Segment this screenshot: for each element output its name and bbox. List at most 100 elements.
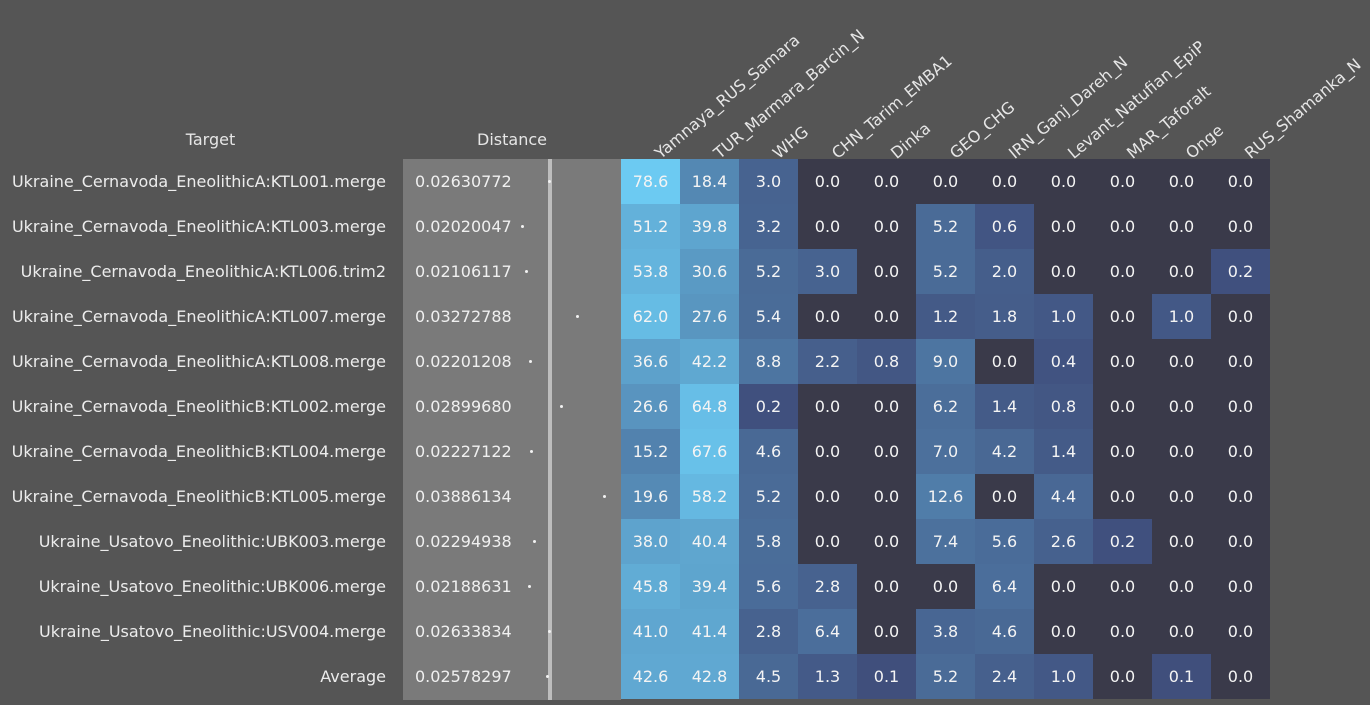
heatmap-cell: 1.0: [1152, 294, 1211, 339]
heatmap-cell: 0.2: [1211, 249, 1270, 294]
heatmap-cell: 9.0: [916, 339, 975, 384]
heatmap-cell: 3.0: [739, 159, 798, 204]
column-header-whg: WHG: [769, 122, 813, 163]
heatmap-cell: 0.0: [1034, 564, 1093, 609]
distance-dot: [528, 585, 532, 588]
heatmap-cell: 0.0: [857, 294, 916, 339]
heatmap-cell: 12.6: [916, 474, 975, 519]
heatmap-cell: 5.6: [975, 519, 1034, 564]
heatmap-cell: 42.2: [680, 339, 739, 384]
heatmap-cell: 6.2: [916, 384, 975, 429]
heatmap-cell: 2.6: [1034, 519, 1093, 564]
heatmap-cell: 39.8: [680, 204, 739, 249]
heatmap-cell: 1.3: [798, 654, 857, 699]
heatmap-cell: 0.0: [975, 339, 1034, 384]
heatmap-cell: 0.0: [1034, 204, 1093, 249]
heatmap-cell: 1.4: [975, 384, 1034, 429]
heatmap-cell: 4.6: [739, 429, 798, 474]
heatmap-cell: 67.6: [680, 429, 739, 474]
heatmap-cell: 0.0: [857, 159, 916, 204]
heatmap-cell: 0.0: [857, 429, 916, 474]
distance-reference-line: [548, 159, 552, 700]
distance-dot: [576, 315, 580, 318]
distance-value: 0.02106117: [415, 262, 512, 281]
distance-value: 0.02899680: [415, 397, 512, 416]
column-header-geo-chg: GEO_CHG: [946, 97, 1019, 163]
heatmap-cell: 2.2: [798, 339, 857, 384]
heatmap-cell: 0.0: [1034, 159, 1093, 204]
heatmap-cell: 0.0: [1152, 519, 1211, 564]
heatmap-cell: 26.6: [621, 384, 680, 429]
heatmap-cell: 0.2: [1093, 519, 1152, 564]
column-header-onge: Onge: [1182, 120, 1227, 163]
heatmap-cell: 4.6: [975, 609, 1034, 654]
heatmap-cell: 0.0: [798, 294, 857, 339]
heatmap-cell: 5.8: [739, 519, 798, 564]
heatmap-cell: 0.0: [798, 384, 857, 429]
heatmap-cell: 64.8: [680, 384, 739, 429]
column-header-dinka: Dinka: [887, 118, 935, 163]
distance-value: 0.03886134: [415, 487, 512, 506]
distance-dot: [603, 495, 607, 498]
heatmap-cell: 0.0: [1211, 384, 1270, 429]
heatmap-cell: 4.5: [739, 654, 798, 699]
heatmap-cell: 0.0: [1093, 564, 1152, 609]
heatmap-cell: 0.0: [857, 249, 916, 294]
heatmap-cell: 7.0: [916, 429, 975, 474]
heatmap-cell: 18.4: [680, 159, 739, 204]
distance-dot: [529, 360, 533, 363]
heatmap-cell: 78.6: [621, 159, 680, 204]
target-label: Ukraine_Cernavoda_EneolithicA:KTL001.mer…: [11, 172, 386, 191]
average-label: Average: [320, 667, 386, 686]
heatmap-cell: 0.0: [798, 519, 857, 564]
target-label: Ukraine_Cernavoda_EneolithicA:KTL007.mer…: [11, 307, 386, 326]
heatmap-cell: 0.0: [798, 159, 857, 204]
heatmap-cell: 27.6: [680, 294, 739, 339]
heatmap-cell: 0.0: [975, 474, 1034, 519]
heatmap-cell: 58.2: [680, 474, 739, 519]
heatmap-cell: 0.1: [857, 654, 916, 699]
heatmap-cell: 0.0: [1211, 564, 1270, 609]
heatmap-cell: 2.8: [739, 609, 798, 654]
heatmap-cell: 2.4: [975, 654, 1034, 699]
target-label: Ukraine_Usatovo_Eneolithic:USV004.merge: [39, 622, 386, 641]
heatmap-cell: 5.2: [739, 249, 798, 294]
heatmap-cell: 0.0: [1211, 429, 1270, 474]
heatmap-cell: 8.8: [739, 339, 798, 384]
heatmap-cell: 0.0: [798, 474, 857, 519]
distance-value: 0.02633834: [415, 622, 512, 641]
distance-value: 0.02020047: [415, 217, 512, 236]
distance-dot: [530, 450, 534, 453]
target-label: Ukraine_Cernavoda_EneolithicA:KTL008.mer…: [11, 352, 386, 371]
heatmap-cell: 0.8: [857, 339, 916, 384]
heatmap-cell: 42.6: [621, 654, 680, 699]
heatmap-cell: 41.0: [621, 609, 680, 654]
heatmap-cell: 19.6: [621, 474, 680, 519]
heatmap-cell: 0.0: [857, 609, 916, 654]
target-column-header: Target: [185, 130, 236, 149]
heatmap-cell: 0.0: [1152, 474, 1211, 519]
heatmap-cell: 2.8: [798, 564, 857, 609]
heatmap-cell: 1.8: [975, 294, 1034, 339]
heatmap-cell: 0.0: [857, 384, 916, 429]
target-label: Ukraine_Usatovo_Eneolithic:UBK006.merge: [38, 577, 386, 596]
heatmap-cell: 0.0: [1093, 339, 1152, 384]
heatmap-cell: 0.0: [1093, 249, 1152, 294]
heatmap-cell: 0.0: [975, 159, 1034, 204]
target-label: Ukraine_Cernavoda_EneolithicA:KTL003.mer…: [11, 217, 386, 236]
heatmap-cell: 1.4: [1034, 429, 1093, 474]
distance-dot: [521, 225, 525, 228]
heatmap-cell: 1.0: [1034, 294, 1093, 339]
heatmap-cell: 0.0: [1211, 519, 1270, 564]
heatmap-cell: 3.2: [739, 204, 798, 249]
heatmap-cell: 0.1: [1152, 654, 1211, 699]
heatmap-cell: 0.0: [916, 159, 975, 204]
heatmap-cell: 3.8: [916, 609, 975, 654]
distance-value: 0.02201208: [415, 352, 512, 371]
heatmap-cell: 3.0: [798, 249, 857, 294]
heatmap-cell: 0.0: [916, 564, 975, 609]
target-label: Ukraine_Cernavoda_EneolithicA:KTL006.tri…: [20, 262, 386, 281]
heatmap-cell: 0.2: [739, 384, 798, 429]
column-header-rus-shamanka-n: RUS_Shamanka_N: [1241, 54, 1365, 163]
target-label: Ukraine_Cernavoda_EneolithicB:KTL004.mer…: [11, 442, 386, 461]
